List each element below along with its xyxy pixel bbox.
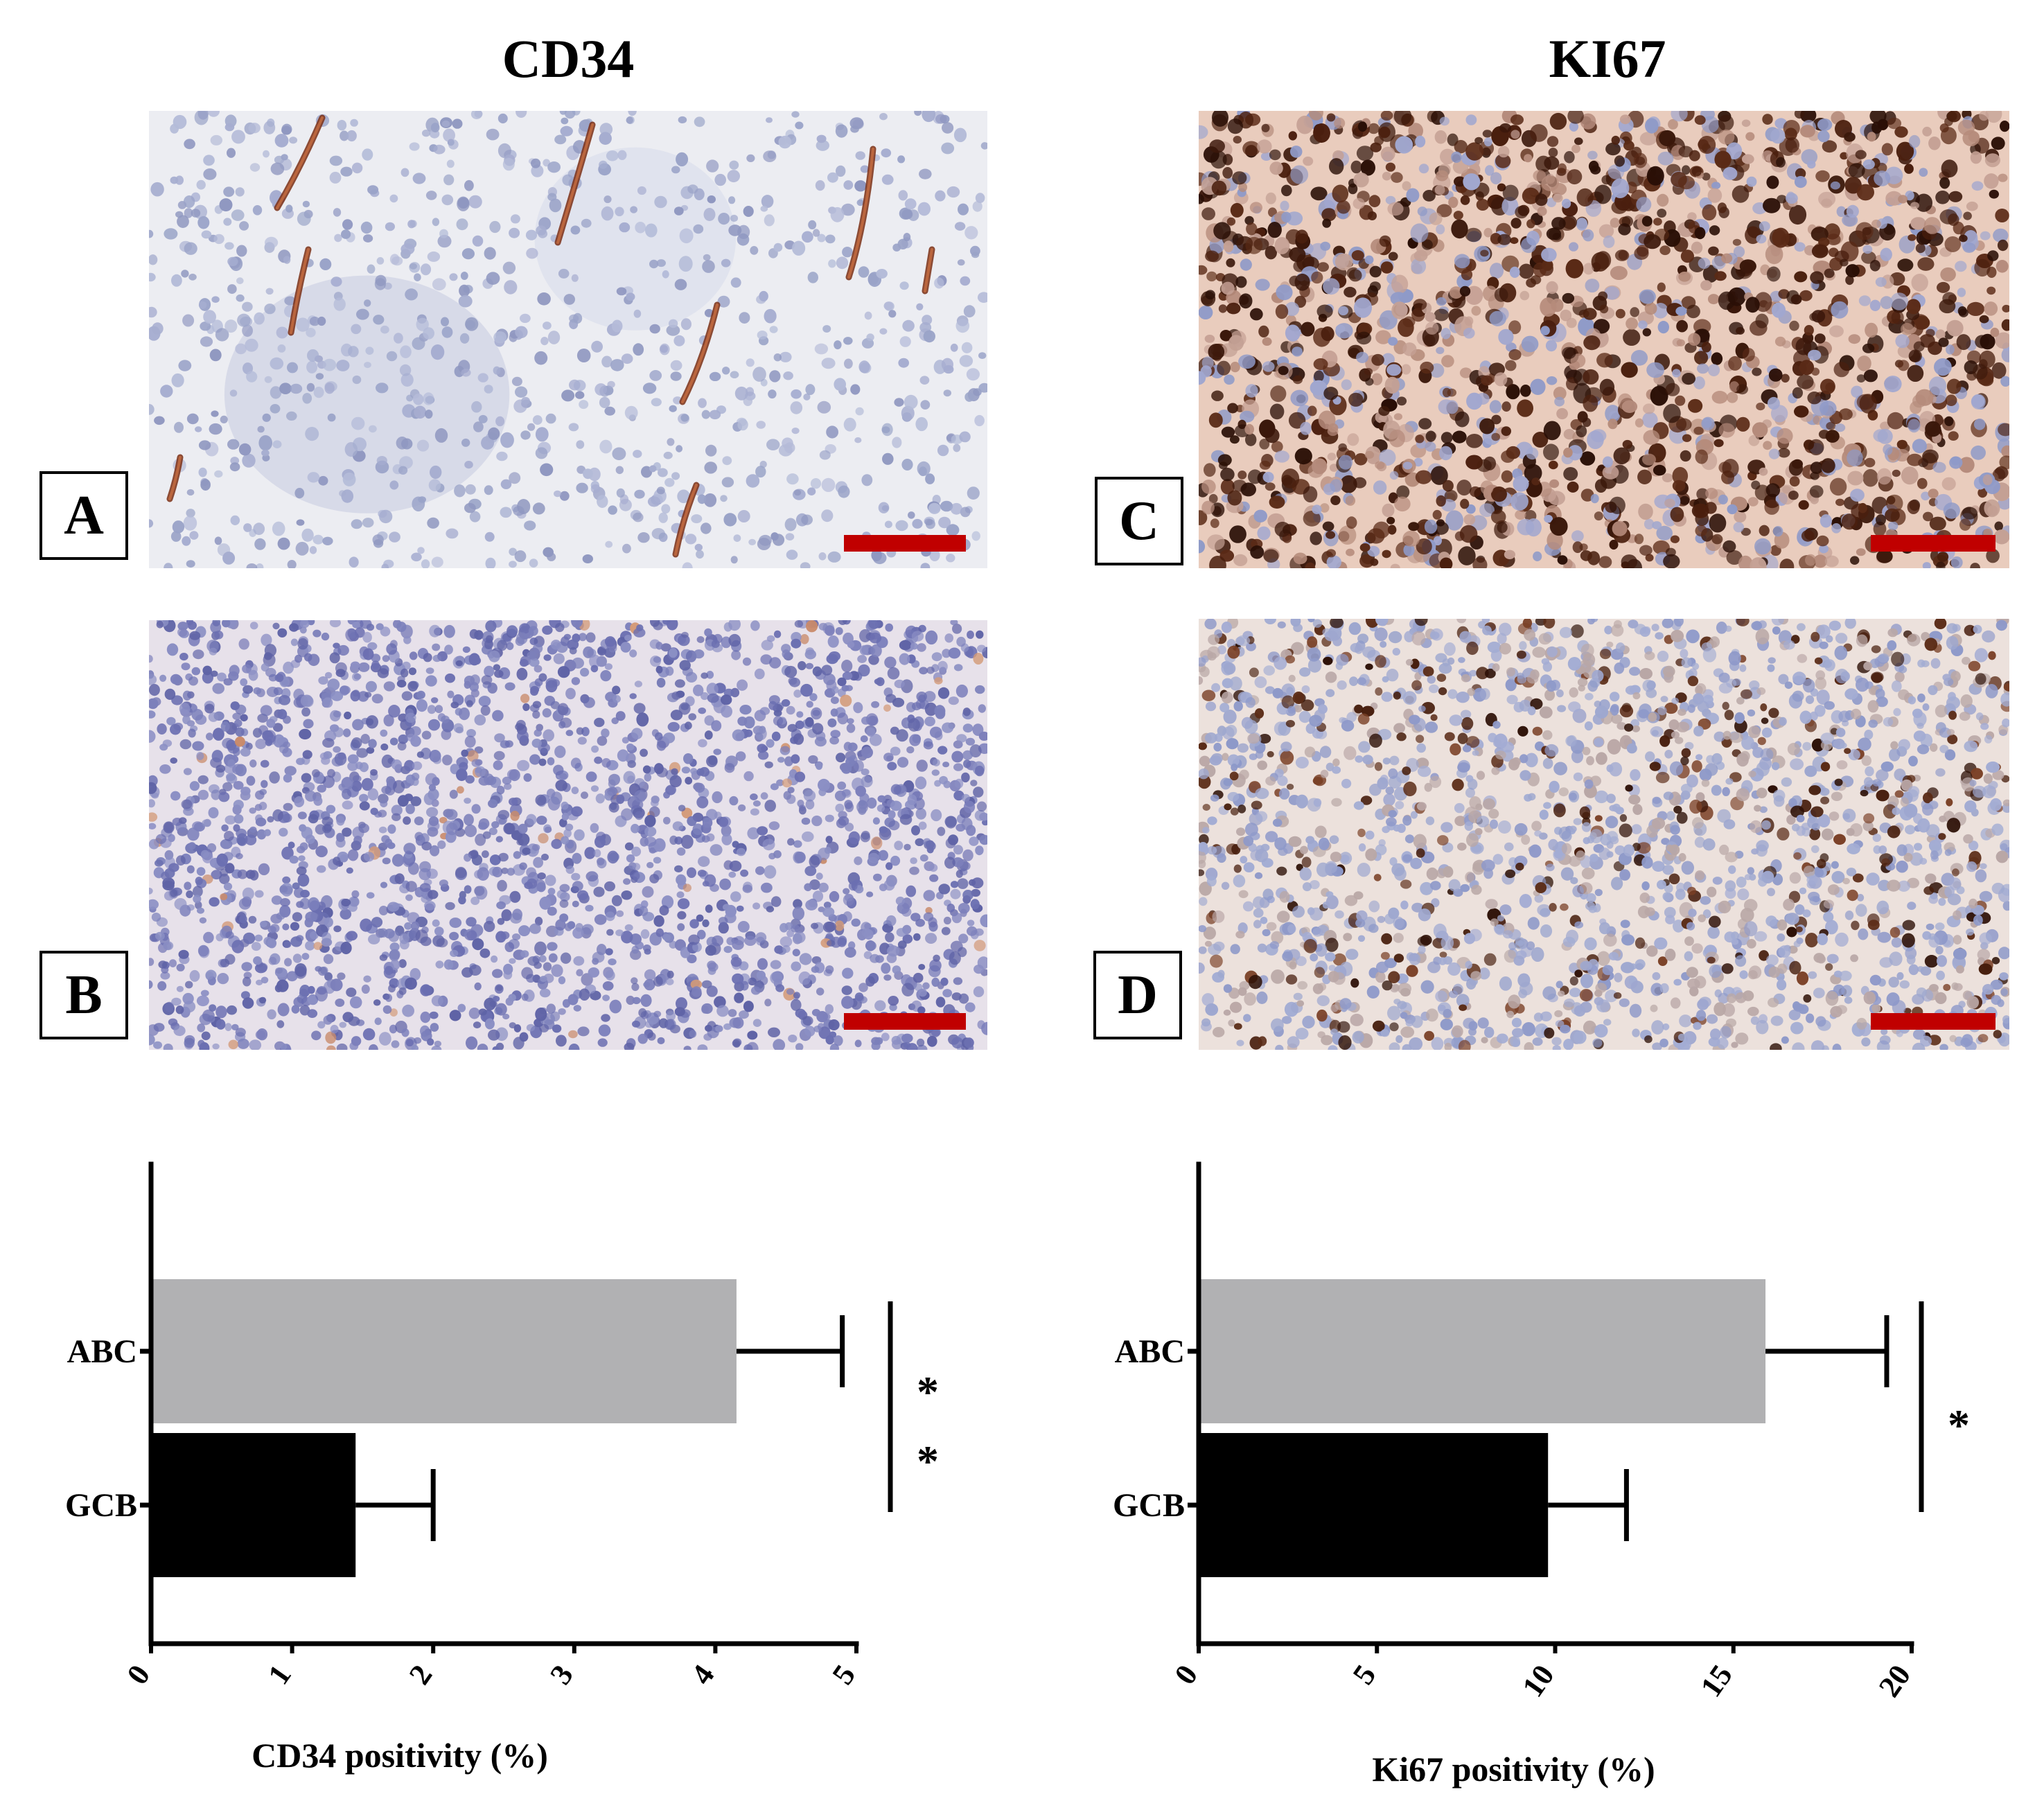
- cd34-column-title: CD34: [502, 28, 635, 89]
- x-tick-label: 5: [1346, 1659, 1383, 1691]
- error-bar-gcb: [1548, 1469, 1629, 1541]
- scale-bar-d: [1871, 1013, 1995, 1030]
- panel-label-b: B: [39, 951, 128, 1039]
- micrograph-a: [149, 111, 987, 568]
- bar-gcb: [151, 1433, 356, 1577]
- micrograph-c: [1199, 111, 2009, 568]
- micrograph-b: [149, 620, 987, 1050]
- significance-star: *: [917, 1436, 939, 1486]
- x-tick-label: 15: [1694, 1659, 1739, 1703]
- category-label-abc: ABC: [1115, 1333, 1185, 1370]
- x-tick-label: 1: [261, 1659, 298, 1691]
- panel-label-c: C: [1095, 477, 1183, 565]
- error-bar-abc: [1765, 1315, 1889, 1387]
- axes: [148, 1161, 859, 1646]
- category-label-gcb: GCB: [1113, 1487, 1185, 1524]
- scale-bar-a: [844, 535, 966, 552]
- scale-bar-b: [844, 1013, 966, 1030]
- panel-label-d: D: [1093, 951, 1182, 1039]
- significance-star: *: [917, 1367, 939, 1416]
- x-tick-label: 0: [120, 1659, 157, 1691]
- x-tick-label: 0: [1168, 1659, 1204, 1691]
- panel-label-a: A: [39, 471, 128, 560]
- x-tick-label: 4: [685, 1659, 721, 1691]
- x-tick-label: 3: [543, 1659, 580, 1691]
- micrograph-d: [1199, 619, 2009, 1050]
- x-tick-label: 10: [1515, 1659, 1560, 1703]
- category-label-gcb: GCB: [65, 1487, 137, 1524]
- x-tick-label: 20: [1872, 1659, 1917, 1703]
- significance-star: *: [1948, 1400, 1970, 1450]
- category-label-abc: ABC: [67, 1333, 137, 1370]
- bar-abc: [151, 1279, 737, 1423]
- scale-bar-c: [1871, 535, 1995, 552]
- x-tick-label: 2: [403, 1659, 439, 1691]
- bar-gcb: [1199, 1433, 1549, 1577]
- bar-abc: [1199, 1279, 1766, 1423]
- x-tick-label: 5: [825, 1659, 862, 1691]
- error-bar-abc: [736, 1315, 845, 1387]
- cd34-bar-chart: ABC GCB 0 1 2 3 4 5 CD34 positivity (%) * *: [0, 1143, 1022, 1819]
- x-axis-label: Ki67 positivity (%): [1372, 1750, 1655, 1789]
- ki67-bar-chart: ABC GCB 0 5 10 15 20 Ki67 positivity (%) *: [1022, 1143, 2044, 1819]
- x-axis-label: CD34 positivity (%): [252, 1736, 548, 1775]
- error-bar-gcb: [355, 1469, 436, 1541]
- ki67-column-title: KI67: [1549, 28, 1666, 89]
